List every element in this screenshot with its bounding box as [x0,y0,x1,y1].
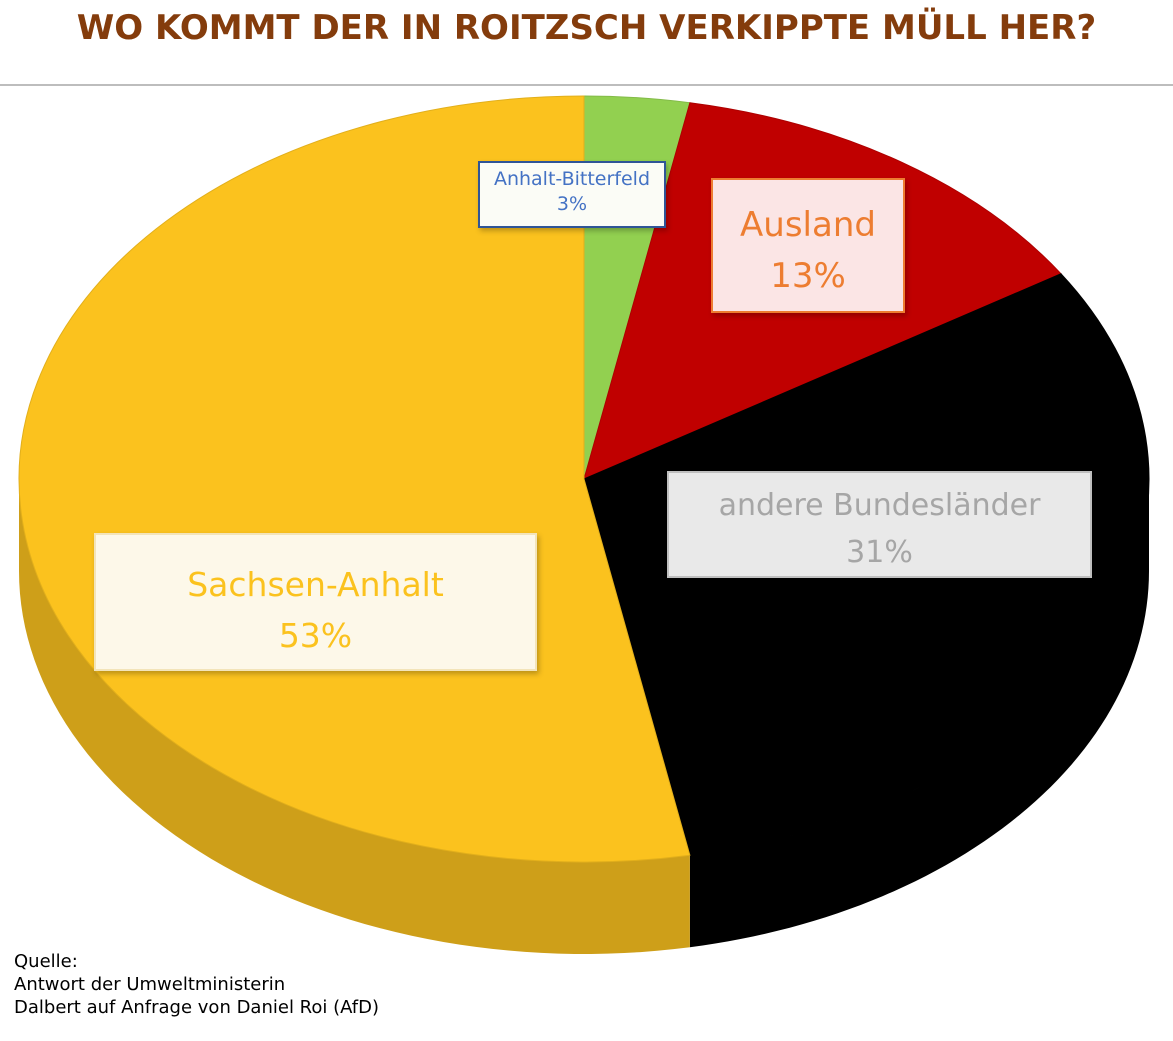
data-label-value: 13% [770,256,846,296]
data-label-name: Sachsen-Anhalt [187,565,444,604]
source-line: Dalbert auf Anfrage von Daniel Roi (AfD) [14,997,380,1018]
data-label-andere-bundeslaender: andere Bundesländer 31% [667,471,1092,578]
chart-title: WO KOMMT DER IN ROITZSCH VERKIPPTE MÜLL … [76,8,1097,48]
pie-side-andere-bundeslaender [689,479,1149,948]
data-label-name: Anhalt-Bitterfeld [493,168,651,190]
source-line: Antwort der Umweltministerin [14,974,286,995]
data-label-name: andere Bundesländer [718,488,1041,523]
pie-side-sachsen-anhalt [19,479,690,954]
source-line: Quelle: [14,951,78,972]
data-label-value: 53% [278,616,353,656]
data-label-ausland: Ausland 13% [711,178,905,313]
title-divider [0,84,1173,86]
data-label-value: 3% [556,192,588,215]
data-label-name: Ausland [740,205,876,245]
data-label-anhalt-bitterfeld: Anhalt-Bitterfeld 3% [478,161,666,228]
data-label-value: 31% [846,534,913,570]
source-note: Quelle: Antwort der Umweltministerin Dal… [14,950,379,1019]
data-label-sachsen-anhalt: Sachsen-Anhalt 53% [94,533,537,671]
